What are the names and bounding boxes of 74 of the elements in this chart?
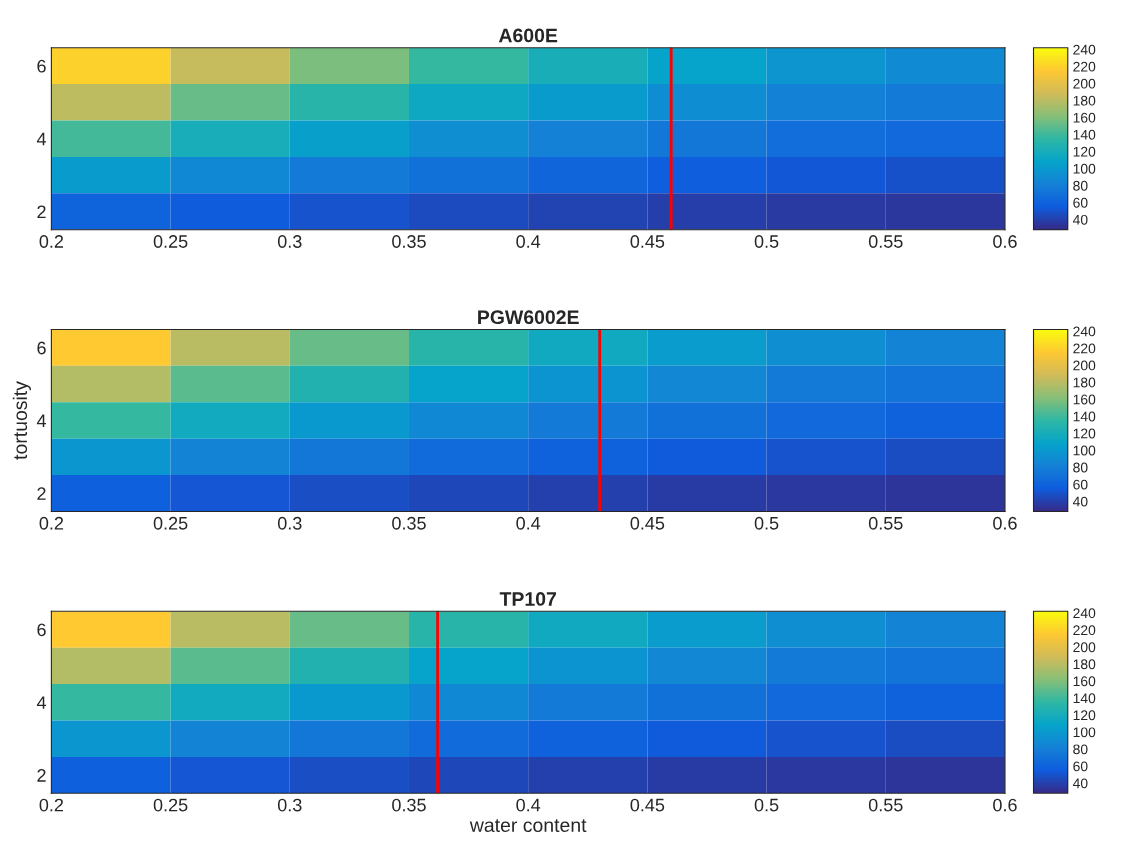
y-tick-label: 6 xyxy=(37,341,46,355)
y-tick-label: 4 xyxy=(36,696,46,709)
chart-title: PGW6002E xyxy=(478,310,579,325)
color-bar-label: 160 xyxy=(1073,112,1096,123)
x-tick-label: 0.25 xyxy=(153,235,188,248)
x-tick-label: 0.55 xyxy=(868,235,903,248)
color-bar-label: 40 xyxy=(1072,214,1088,225)
color-bar-label: 180 xyxy=(1073,377,1096,388)
color-bar-label: 40 xyxy=(1072,496,1088,507)
chart-title: TP107 xyxy=(499,592,556,606)
x-tick-label: 0.2 xyxy=(39,235,64,248)
color-bar-label: 80 xyxy=(1073,744,1088,755)
x-tick-label: 0.6 xyxy=(993,798,1017,812)
color-bar-label: 140 xyxy=(1073,129,1096,140)
y-tick-label: 2 xyxy=(37,205,46,219)
color-bar-label: 120 xyxy=(1073,428,1096,439)
color-bar-label: 180 xyxy=(1073,95,1096,106)
color-bar-label: 160 xyxy=(1073,394,1096,405)
color-bar-label: 200 xyxy=(1073,78,1096,89)
y-tick-label: 2 xyxy=(37,487,46,500)
x-tick-label: 0.3 xyxy=(277,798,302,812)
color-bar-label: 240 xyxy=(1073,608,1096,619)
chart-title: A600E xyxy=(498,28,558,43)
y-axis-title: tortuosity xyxy=(12,381,31,460)
x-tick-label: 0.4 xyxy=(516,235,541,248)
x-tick-label: 0.55 xyxy=(868,516,903,530)
x-tick-label: 0.35 xyxy=(392,798,426,812)
color-bar-label: 60 xyxy=(1073,761,1088,772)
x-tick-label: 0.25 xyxy=(153,516,188,530)
color-bar-label: 120 xyxy=(1073,146,1096,157)
color-bar-label: 220 xyxy=(1073,625,1096,636)
y-tick-label: 4 xyxy=(36,132,46,146)
color-bar-label: 140 xyxy=(1073,411,1096,422)
y-tick-label: 6 xyxy=(37,59,46,73)
color-bar-label: 200 xyxy=(1073,642,1096,653)
x-tick-label: 0.45 xyxy=(630,235,665,248)
color-bar-label: 100 xyxy=(1073,163,1096,174)
x-tick-label: 0.5 xyxy=(754,235,779,248)
color-bar-label: 120 xyxy=(1073,710,1096,721)
x-axis-title: water content xyxy=(469,819,587,833)
x-tick-label: 0.3 xyxy=(277,516,302,530)
color-bar-label: 40 xyxy=(1072,778,1088,789)
color-bar-label: 220 xyxy=(1073,343,1096,354)
x-tick-label: 0.6 xyxy=(993,235,1017,248)
x-tick-label: 0.5 xyxy=(754,516,779,530)
color-bar-label: 240 xyxy=(1073,326,1096,337)
y-tick-label: 6 xyxy=(37,623,46,637)
y-tick-label: 4 xyxy=(36,414,46,428)
color-bar-label: 60 xyxy=(1073,479,1088,490)
color-bar-label: 220 xyxy=(1073,61,1096,72)
color-bar-label: 60 xyxy=(1073,197,1088,208)
color-bar-label: 200 xyxy=(1073,360,1096,371)
x-tick-label: 0.35 xyxy=(392,516,426,530)
color-bar-label: 100 xyxy=(1073,445,1096,456)
color-bar-label: 240 xyxy=(1073,44,1096,55)
x-tick-label: 0.25 xyxy=(153,798,188,812)
color-bar-label: 100 xyxy=(1073,727,1096,738)
x-tick-label: 0.45 xyxy=(630,798,665,812)
x-tick-label: 0.4 xyxy=(516,516,541,530)
x-tick-label: 0.2 xyxy=(39,516,64,530)
x-tick-label: 0.2 xyxy=(39,798,64,812)
color-bar-label: 160 xyxy=(1073,676,1096,687)
x-tick-label: 0.3 xyxy=(277,235,302,248)
x-tick-label: 0.45 xyxy=(630,516,665,530)
x-tick-label: 0.4 xyxy=(516,798,541,812)
x-tick-label: 0.35 xyxy=(392,235,426,248)
x-tick-label: 0.55 xyxy=(868,798,903,812)
color-bar-label: 180 xyxy=(1073,659,1096,670)
color-bar-label: 80 xyxy=(1073,462,1088,473)
y-tick-label: 2 xyxy=(37,769,46,782)
x-tick-label: 0.6 xyxy=(993,516,1017,530)
color-bar-label: 140 xyxy=(1073,693,1096,704)
x-tick-label: 0.5 xyxy=(754,798,779,812)
color-bar-label: 80 xyxy=(1073,180,1088,191)
